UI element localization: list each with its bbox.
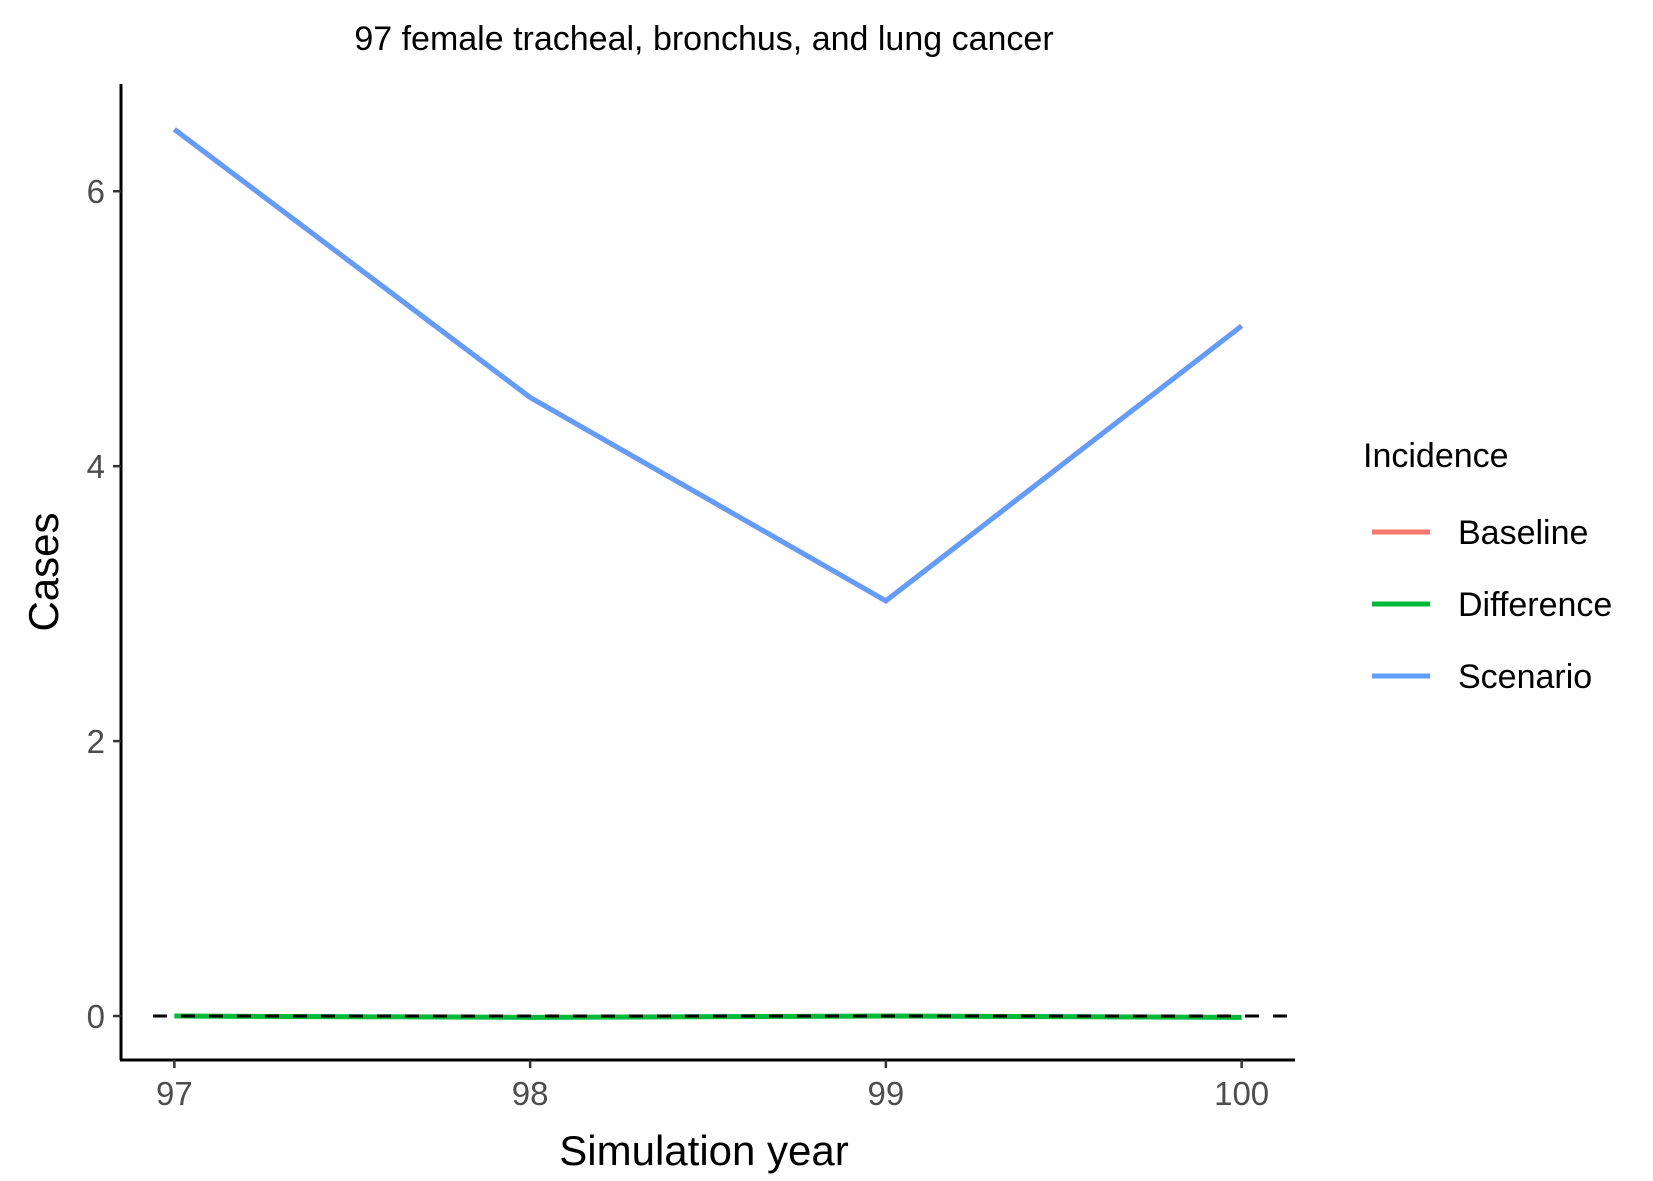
y-tick-label: 2 xyxy=(87,723,105,760)
x-tick-label: 98 xyxy=(512,1075,549,1112)
chart-title: 97 female tracheal, bronchus, and lung c… xyxy=(354,20,1053,58)
legend-item-scenario: Scenario xyxy=(1372,658,1592,696)
x-tick-label: 100 xyxy=(1214,1075,1269,1112)
legend-item-difference: Difference xyxy=(1372,586,1612,624)
x-tick-label: 97 xyxy=(156,1075,193,1112)
legend-label: Baseline xyxy=(1458,514,1588,552)
legend-label: Scenario xyxy=(1458,658,1592,696)
y-tick-label: 4 xyxy=(87,448,105,485)
y-tick-label: 6 xyxy=(87,173,105,210)
legend-title: Incidence xyxy=(1363,437,1509,475)
y-axis-ticks: 0 2 4 6 xyxy=(87,173,121,1035)
legend-item-baseline: Baseline xyxy=(1372,514,1588,552)
legend-label: Difference xyxy=(1458,586,1612,624)
x-tick-label: 99 xyxy=(868,1075,905,1112)
x-axis-ticks: 97 98 99 100 xyxy=(156,1060,1269,1112)
y-axis-title: Cases xyxy=(20,512,67,631)
series-line-scenario xyxy=(172,127,1244,604)
x-axis-title: Simulation year xyxy=(559,1127,848,1174)
y-tick-label: 0 xyxy=(87,998,105,1035)
legend: Incidence Baseline Difference Scenario xyxy=(1363,437,1612,696)
series-line-baseline xyxy=(172,127,1244,604)
plot-area xyxy=(153,127,1295,1020)
